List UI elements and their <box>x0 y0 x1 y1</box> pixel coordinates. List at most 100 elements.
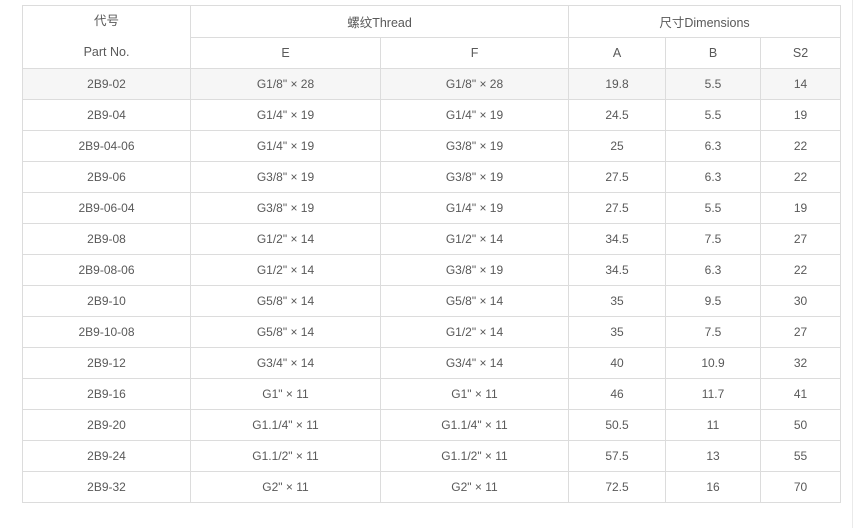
dim-b-cell: 10.9 <box>665 347 762 379</box>
dim-s2-cell: 22 <box>760 130 842 162</box>
dim-s2-cell: 14 <box>760 68 842 100</box>
thread-f-cell: G3/8" × 19 <box>379 130 570 162</box>
dim-b-cell: 5.5 <box>665 68 762 100</box>
table-row: 2B9-06-04 G3/8" × 19 G1/4" × 19 27.5 5.5… <box>22 192 842 224</box>
dim-b-cell: 6.3 <box>665 161 762 193</box>
table-row: 2B9-02 G1/8" × 28 G1/8" × 28 19.8 5.5 14 <box>22 68 842 100</box>
header-col-e: E <box>190 36 381 69</box>
dim-b-cell: 13 <box>665 440 762 472</box>
dim-b-cell: 7.5 <box>665 316 762 348</box>
dim-a-cell: 40 <box>568 347 667 379</box>
header-col-a: A <box>568 36 667 69</box>
dim-a-cell: 35 <box>568 316 667 348</box>
thread-e-cell: G3/8" × 19 <box>190 161 381 193</box>
header-group-row: 代号 Part No. 螺纹Thread 尺寸Dimensions <box>22 5 842 69</box>
dim-s2-cell: 50 <box>760 409 842 441</box>
part-no-cell: 2B9-10-08 <box>22 316 191 348</box>
thread-e-cell: G1/4" × 19 <box>190 99 381 131</box>
table-row: 2B9-12 G3/4" × 14 G3/4" × 14 40 10.9 32 <box>22 347 842 379</box>
dim-s2-cell: 32 <box>760 347 842 379</box>
dim-s2-cell: 19 <box>760 192 842 224</box>
dim-s2-cell: 22 <box>760 161 842 193</box>
dim-b-cell: 6.3 <box>665 254 762 286</box>
dim-a-cell: 27.5 <box>568 192 667 224</box>
table-row: 2B9-08-06 G1/2" × 14 G3/8" × 19 34.5 6.3… <box>22 254 842 286</box>
table-row: 2B9-08 G1/2" × 14 G1/2" × 14 34.5 7.5 27 <box>22 223 842 255</box>
dim-s2-cell: 41 <box>760 378 842 410</box>
table-row: 2B9-10 G5/8" × 14 G5/8" × 14 35 9.5 30 <box>22 285 842 317</box>
header-col-f: F <box>379 36 570 69</box>
thread-e-cell: G1/8" × 28 <box>190 68 381 100</box>
thread-e-cell: G1" × 11 <box>190 378 381 410</box>
thread-f-cell: G2" × 11 <box>379 471 570 503</box>
thread-e-cell: G1/2" × 14 <box>190 223 381 255</box>
part-no-cell: 2B9-06-04 <box>22 192 191 224</box>
table-row: 2B9-32 G2" × 11 G2" × 11 72.5 16 70 <box>22 471 842 503</box>
part-no-cell: 2B9-12 <box>22 347 191 379</box>
thread-e-cell: G1/4" × 19 <box>190 130 381 162</box>
thread-e-cell: G5/8" × 14 <box>190 316 381 348</box>
dim-a-cell: 57.5 <box>568 440 667 472</box>
dim-b-cell: 16 <box>665 471 762 503</box>
dim-b-cell: 11.7 <box>665 378 762 410</box>
table-row: 2B9-20 G1.1/4" × 11 G1.1/4" × 11 50.5 11… <box>22 409 842 441</box>
thread-f-cell: G3/4" × 14 <box>379 347 570 379</box>
thread-f-cell: G1" × 11 <box>379 378 570 410</box>
dim-b-cell: 5.5 <box>665 192 762 224</box>
dim-b-cell: 11 <box>665 409 762 441</box>
spec-table: 代号 Part No. 螺纹Thread 尺寸Dimensions E F A … <box>22 5 842 503</box>
dim-s2-cell: 19 <box>760 99 842 131</box>
part-no-cell: 2B9-10 <box>22 285 191 317</box>
part-no-cell: 2B9-04-06 <box>22 130 191 162</box>
dim-a-cell: 34.5 <box>568 254 667 286</box>
header-thread-group: 螺纹Thread <box>189 5 570 38</box>
part-no-cell: 2B9-08-06 <box>22 254 191 286</box>
dim-s2-cell: 27 <box>760 223 842 255</box>
table-row: 2B9-04-06 G1/4" × 19 G3/8" × 19 25 6.3 2… <box>22 130 842 162</box>
thread-e-cell: G1/2" × 14 <box>190 254 381 286</box>
part-no-cell: 2B9-32 <box>22 471 191 503</box>
part-no-cell: 2B9-16 <box>22 378 191 410</box>
thread-f-cell: G1/4" × 19 <box>379 99 570 131</box>
thread-e-cell: G5/8" × 14 <box>190 285 381 317</box>
table-body: 2B9-02 G1/8" × 28 G1/8" × 28 19.8 5.5 14… <box>22 68 842 503</box>
dim-s2-cell: 55 <box>760 440 842 472</box>
dim-a-cell: 34.5 <box>568 223 667 255</box>
thread-e-cell: G3/8" × 19 <box>190 192 381 224</box>
table-header: 代号 Part No. 螺纹Thread 尺寸Dimensions E F A … <box>22 5 842 69</box>
header-dimensions-group: 尺寸Dimensions <box>568 5 842 38</box>
dim-a-cell: 27.5 <box>568 161 667 193</box>
table-row: 2B9-16 G1" × 11 G1" × 11 46 11.7 41 <box>22 378 842 410</box>
table-row: 2B9-10-08 G5/8" × 14 G1/2" × 14 35 7.5 2… <box>22 316 842 348</box>
header-part-no-zh: 代号 <box>93 14 119 28</box>
dim-a-cell: 24.5 <box>568 99 667 131</box>
thread-e-cell: G2" × 11 <box>190 471 381 503</box>
dim-a-cell: 19.8 <box>568 68 667 100</box>
dim-b-cell: 7.5 <box>665 223 762 255</box>
dim-a-cell: 25 <box>568 130 667 162</box>
part-no-cell: 2B9-04 <box>22 99 191 131</box>
dim-s2-cell: 70 <box>760 471 842 503</box>
part-no-cell: 2B9-02 <box>22 68 191 100</box>
part-no-cell: 2B9-20 <box>22 409 191 441</box>
part-no-cell: 2B9-24 <box>22 440 191 472</box>
thread-f-cell: G5/8" × 14 <box>379 285 570 317</box>
page-edge-divider <box>852 0 853 528</box>
dim-b-cell: 5.5 <box>665 99 762 131</box>
dim-a-cell: 35 <box>568 285 667 317</box>
header-part-no: 代号 Part No. <box>22 5 191 69</box>
dim-b-cell: 6.3 <box>665 130 762 162</box>
thread-f-cell: G3/8" × 19 <box>379 161 570 193</box>
dim-a-cell: 46 <box>568 378 667 410</box>
thread-f-cell: G1/4" × 19 <box>379 192 570 224</box>
thread-e-cell: G3/4" × 14 <box>190 347 381 379</box>
dim-a-cell: 72.5 <box>568 471 667 503</box>
thread-f-cell: G1/2" × 14 <box>379 316 570 348</box>
thread-f-cell: G1.1/4" × 11 <box>379 409 570 441</box>
thread-f-cell: G1/2" × 14 <box>379 223 570 255</box>
dim-b-cell: 9.5 <box>665 285 762 317</box>
header-col-b: B <box>665 36 762 69</box>
table-row: 2B9-04 G1/4" × 19 G1/4" × 19 24.5 5.5 19 <box>22 99 842 131</box>
part-no-cell: 2B9-06 <box>22 161 191 193</box>
